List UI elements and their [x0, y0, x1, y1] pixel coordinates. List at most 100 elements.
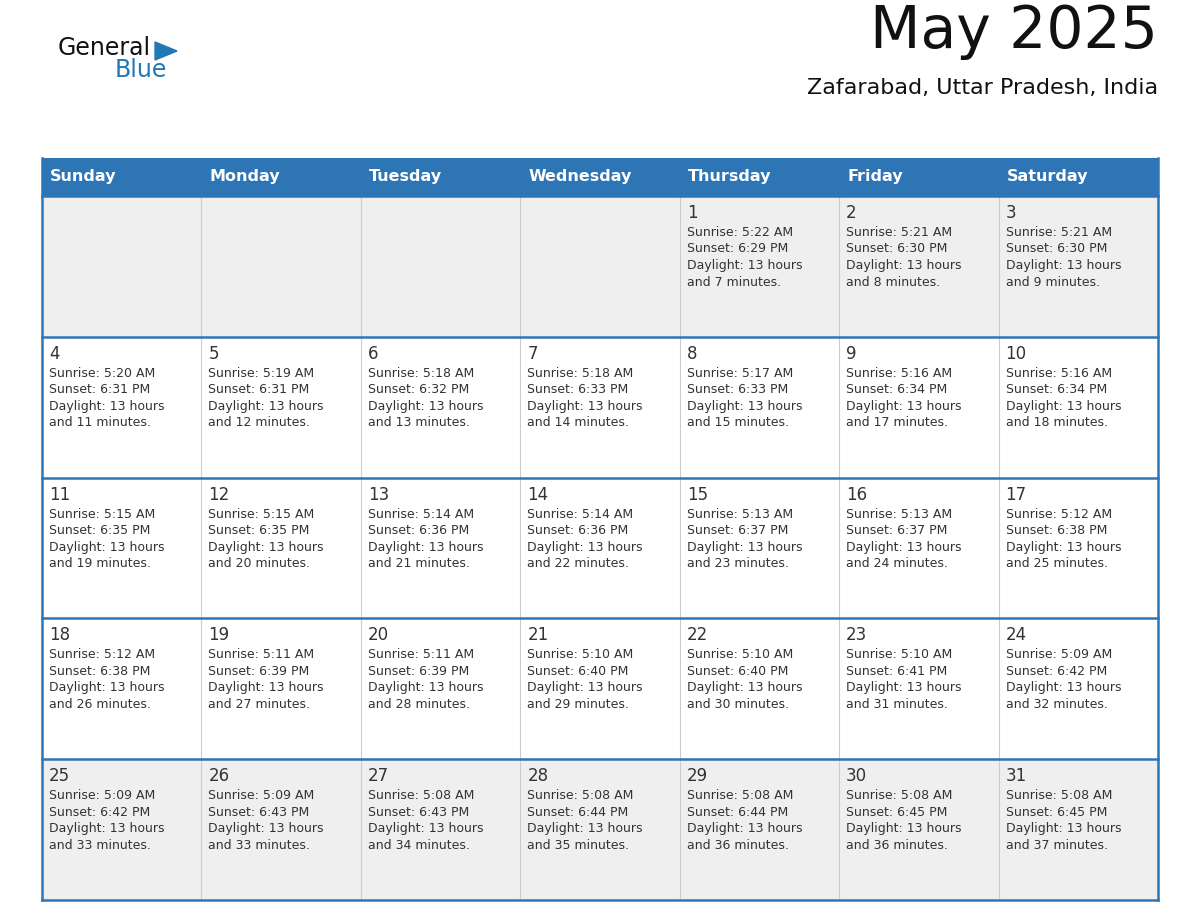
Text: and 31 minutes.: and 31 minutes. [846, 698, 948, 711]
Bar [202, 619, 361, 759]
Text: Daylight: 13 hours: Daylight: 13 hours [1005, 681, 1121, 694]
Bar [680, 477, 839, 619]
Text: Sunset: 6:33 PM: Sunset: 6:33 PM [527, 384, 628, 397]
Text: 24: 24 [1005, 626, 1026, 644]
Text: Sunrise: 5:09 AM: Sunrise: 5:09 AM [208, 789, 315, 802]
Text: 23: 23 [846, 626, 867, 644]
Text: 17: 17 [1005, 486, 1026, 504]
Text: Daylight: 13 hours: Daylight: 13 hours [846, 681, 961, 694]
Bar [202, 337, 361, 477]
Text: Daylight: 13 hours: Daylight: 13 hours [208, 823, 324, 835]
Text: Daylight: 13 hours: Daylight: 13 hours [368, 823, 484, 835]
Text: Daylight: 13 hours: Daylight: 13 hours [846, 259, 961, 272]
Bar [520, 759, 680, 900]
Text: and 21 minutes.: and 21 minutes. [368, 557, 469, 570]
Text: and 26 minutes.: and 26 minutes. [49, 698, 151, 711]
Text: Sunrise: 5:15 AM: Sunrise: 5:15 AM [49, 508, 156, 521]
Text: Daylight: 13 hours: Daylight: 13 hours [687, 259, 802, 272]
Text: and 22 minutes.: and 22 minutes. [527, 557, 630, 570]
Text: Daylight: 13 hours: Daylight: 13 hours [846, 541, 961, 554]
Text: Sunset: 6:39 PM: Sunset: 6:39 PM [368, 665, 469, 677]
Text: and 23 minutes.: and 23 minutes. [687, 557, 789, 570]
Bar [361, 619, 520, 759]
Text: 18: 18 [49, 626, 70, 644]
Text: 22: 22 [687, 626, 708, 644]
Text: Sunrise: 5:08 AM: Sunrise: 5:08 AM [687, 789, 794, 802]
Text: 13: 13 [368, 486, 390, 504]
Text: 1: 1 [687, 204, 697, 222]
Text: Sunset: 6:40 PM: Sunset: 6:40 PM [687, 665, 788, 677]
Text: Daylight: 13 hours: Daylight: 13 hours [527, 681, 643, 694]
Text: 25: 25 [49, 767, 70, 785]
Polygon shape [154, 42, 177, 60]
Text: Sunrise: 5:17 AM: Sunrise: 5:17 AM [687, 367, 792, 380]
Text: Sunset: 6:30 PM: Sunset: 6:30 PM [1005, 242, 1107, 255]
Text: Sunrise: 5:22 AM: Sunrise: 5:22 AM [687, 226, 792, 239]
Text: Daylight: 13 hours: Daylight: 13 hours [846, 400, 961, 413]
Text: Sunrise: 5:19 AM: Sunrise: 5:19 AM [208, 367, 315, 380]
Bar [361, 759, 520, 900]
Text: Sunrise: 5:08 AM: Sunrise: 5:08 AM [1005, 789, 1112, 802]
Text: and 7 minutes.: and 7 minutes. [687, 275, 781, 288]
Text: 30: 30 [846, 767, 867, 785]
Text: Daylight: 13 hours: Daylight: 13 hours [1005, 400, 1121, 413]
Text: and 12 minutes.: and 12 minutes. [208, 416, 310, 430]
Text: Sunset: 6:44 PM: Sunset: 6:44 PM [527, 806, 628, 819]
Bar [42, 619, 202, 759]
Text: and 15 minutes.: and 15 minutes. [687, 416, 789, 430]
Text: 5: 5 [208, 345, 219, 363]
Text: Sunset: 6:35 PM: Sunset: 6:35 PM [49, 524, 151, 537]
Text: 11: 11 [49, 486, 70, 504]
Text: Sunrise: 5:16 AM: Sunrise: 5:16 AM [1005, 367, 1112, 380]
Text: Sunset: 6:37 PM: Sunset: 6:37 PM [687, 524, 788, 537]
Text: Sunrise: 5:16 AM: Sunrise: 5:16 AM [846, 367, 953, 380]
Text: Daylight: 13 hours: Daylight: 13 hours [1005, 823, 1121, 835]
Text: Sunset: 6:43 PM: Sunset: 6:43 PM [368, 806, 469, 819]
Text: 29: 29 [687, 767, 708, 785]
Text: Sunset: 6:35 PM: Sunset: 6:35 PM [208, 524, 310, 537]
Text: 16: 16 [846, 486, 867, 504]
Bar [361, 337, 520, 477]
Bar [520, 619, 680, 759]
Text: Sunrise: 5:15 AM: Sunrise: 5:15 AM [208, 508, 315, 521]
Text: Sunset: 6:30 PM: Sunset: 6:30 PM [846, 242, 948, 255]
Text: Sunset: 6:36 PM: Sunset: 6:36 PM [368, 524, 469, 537]
Bar [42, 477, 202, 619]
Text: Daylight: 13 hours: Daylight: 13 hours [49, 681, 164, 694]
Text: Sunrise: 5:21 AM: Sunrise: 5:21 AM [846, 226, 953, 239]
Text: Sunrise: 5:09 AM: Sunrise: 5:09 AM [49, 789, 156, 802]
Text: 31: 31 [1005, 767, 1026, 785]
Bar [42, 196, 202, 337]
Bar [42, 759, 202, 900]
Bar [839, 337, 999, 477]
Bar [202, 196, 361, 337]
Bar [999, 619, 1158, 759]
Text: Daylight: 13 hours: Daylight: 13 hours [687, 400, 802, 413]
Text: Sunrise: 5:20 AM: Sunrise: 5:20 AM [49, 367, 156, 380]
Bar [999, 196, 1158, 337]
Text: Sunset: 6:36 PM: Sunset: 6:36 PM [527, 524, 628, 537]
Bar [680, 759, 839, 900]
Text: Daylight: 13 hours: Daylight: 13 hours [527, 541, 643, 554]
Text: Sunset: 6:39 PM: Sunset: 6:39 PM [208, 665, 310, 677]
Text: Sunrise: 5:08 AM: Sunrise: 5:08 AM [846, 789, 953, 802]
Text: and 11 minutes.: and 11 minutes. [49, 416, 151, 430]
Text: Daylight: 13 hours: Daylight: 13 hours [687, 541, 802, 554]
Text: and 35 minutes.: and 35 minutes. [527, 839, 630, 852]
Text: Sunrise: 5:18 AM: Sunrise: 5:18 AM [527, 367, 633, 380]
Bar [202, 759, 361, 900]
Bar [361, 477, 520, 619]
Text: Sunset: 6:43 PM: Sunset: 6:43 PM [208, 806, 310, 819]
Bar [839, 619, 999, 759]
Text: Daylight: 13 hours: Daylight: 13 hours [368, 681, 484, 694]
Text: Daylight: 13 hours: Daylight: 13 hours [846, 823, 961, 835]
Text: Sunset: 6:29 PM: Sunset: 6:29 PM [687, 242, 788, 255]
Bar [999, 337, 1158, 477]
Text: and 13 minutes.: and 13 minutes. [368, 416, 469, 430]
Text: Sunset: 6:37 PM: Sunset: 6:37 PM [846, 524, 948, 537]
Text: Daylight: 13 hours: Daylight: 13 hours [208, 681, 324, 694]
Text: Daylight: 13 hours: Daylight: 13 hours [687, 681, 802, 694]
Text: Sunset: 6:42 PM: Sunset: 6:42 PM [49, 806, 150, 819]
Text: and 19 minutes.: and 19 minutes. [49, 557, 151, 570]
Bar [839, 759, 999, 900]
